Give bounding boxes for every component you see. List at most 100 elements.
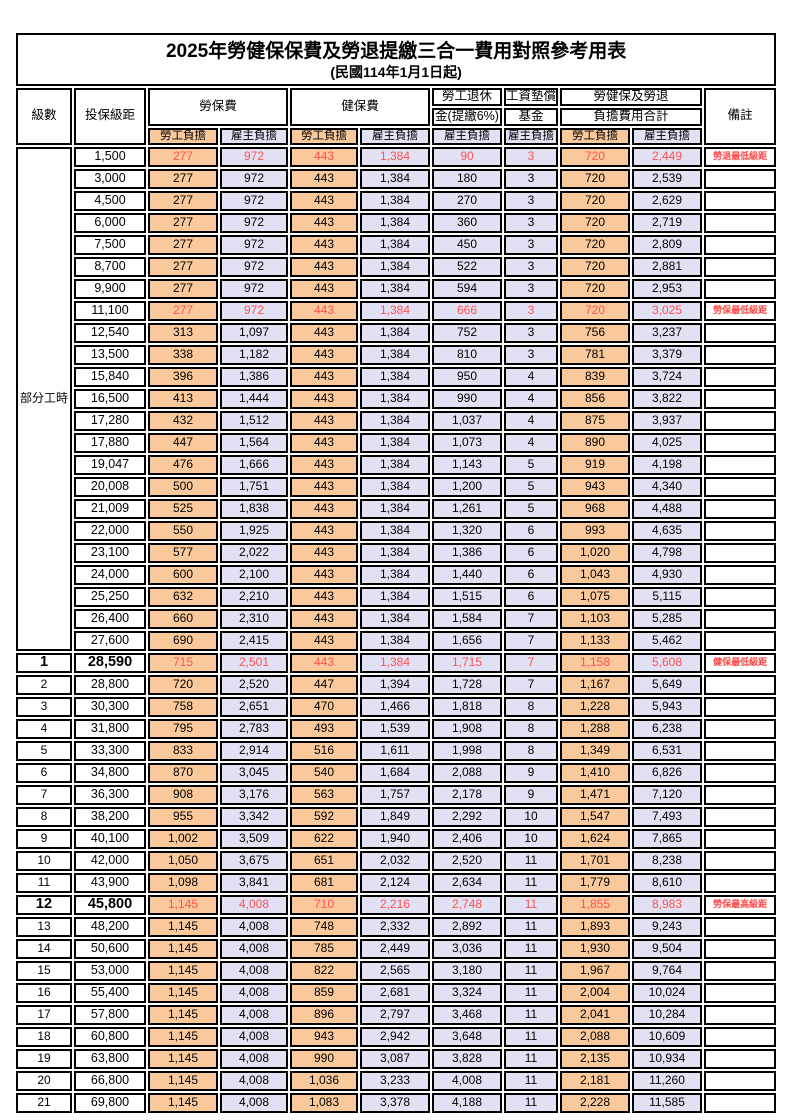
bracket-cell: 3,000 bbox=[74, 168, 146, 189]
cell-total-employee: 1,043 bbox=[560, 564, 630, 585]
cell-labor-employee: 476 bbox=[148, 454, 218, 475]
cell-health-employee: 516 bbox=[290, 740, 358, 761]
table-row: 2 28,800 720 2,520 447 1,394 1,728 7 1,167 5,649 bbox=[16, 674, 777, 695]
cell-labor-employer: 972 bbox=[220, 278, 288, 299]
cell-pension-employer: 1,715 bbox=[432, 652, 502, 673]
bracket-cell: 21,009 bbox=[74, 498, 146, 519]
cell-wage-fund-employer: 9 bbox=[504, 784, 558, 805]
cell-health-employer: 2,797 bbox=[360, 1004, 430, 1025]
cell-pension-employer: 1,908 bbox=[432, 718, 502, 739]
cell-labor-employee: 1,145 bbox=[148, 916, 218, 937]
cell-labor-employee: 908 bbox=[148, 784, 218, 805]
cell-total-employer: 3,937 bbox=[632, 410, 702, 431]
table-row: 3,000 277 972 443 1,384 180 3 720 2,539 bbox=[16, 168, 777, 189]
cell-health-employer: 1,384 bbox=[360, 432, 430, 453]
cell-total-employer: 8,610 bbox=[632, 872, 702, 893]
cell-total-employee: 1,167 bbox=[560, 674, 630, 695]
cell-total-employer: 8,238 bbox=[632, 850, 702, 871]
note-cell: 健保最低級距 bbox=[704, 652, 777, 673]
table-row: 8,700 277 972 443 1,384 522 3 720 2,881 bbox=[16, 256, 777, 277]
bracket-cell: 6,000 bbox=[74, 212, 146, 233]
table-row: 10 42,000 1,050 3,675 651 2,032 2,520 11 1,701 8,… bbox=[16, 850, 777, 871]
cell-wage-fund-employer: 4 bbox=[504, 432, 558, 453]
bracket-cell: 7,500 bbox=[74, 234, 146, 255]
subheader-pension-employer: 雇主負擔 bbox=[432, 127, 502, 145]
cell-labor-employee: 833 bbox=[148, 740, 218, 761]
cell-health-employer: 2,942 bbox=[360, 1026, 430, 1047]
cell-pension-employer: 1,584 bbox=[432, 608, 502, 629]
cell-labor-employer: 1,512 bbox=[220, 410, 288, 431]
note-cell bbox=[704, 586, 777, 607]
cell-total-employer: 5,608 bbox=[632, 652, 702, 673]
cell-labor-employee: 1,098 bbox=[148, 872, 218, 893]
cell-health-employer: 1,757 bbox=[360, 784, 430, 805]
cell-total-employer: 6,826 bbox=[632, 762, 702, 783]
table-row: 13 48,200 1,145 4,008 748 2,332 2,892 11 1,893 9,… bbox=[16, 916, 777, 937]
note-cell bbox=[704, 1026, 777, 1047]
grade-cell: 7 bbox=[16, 784, 72, 805]
header-row-2: 金(提繳6%) 基金 負擔費用合計 bbox=[16, 107, 776, 126]
cell-labor-employee: 413 bbox=[148, 388, 218, 409]
cell-health-employer: 2,449 bbox=[360, 938, 430, 959]
cell-total-employer: 4,025 bbox=[632, 432, 702, 453]
table-row: 6 34,800 870 3,045 540 1,684 2,088 9 1,410 6,826 bbox=[16, 762, 777, 783]
cell-pension-employer: 594 bbox=[432, 278, 502, 299]
bracket-cell: 16,500 bbox=[74, 388, 146, 409]
cell-health-employer: 1,384 bbox=[360, 212, 430, 233]
cell-pension-employer: 2,634 bbox=[432, 872, 502, 893]
grade-cell: 15 bbox=[16, 960, 72, 981]
cell-health-employer: 1,384 bbox=[360, 652, 430, 673]
cell-labor-employee: 577 bbox=[148, 542, 218, 563]
bracket-cell: 31,800 bbox=[74, 718, 146, 739]
table-row: 12 45,800 1,145 4,008 710 2,216 2,748 11 1,855 8,… bbox=[16, 894, 777, 915]
cell-labor-employer: 4,008 bbox=[220, 1048, 288, 1069]
note-cell bbox=[704, 366, 777, 387]
cell-labor-employer: 972 bbox=[220, 212, 288, 233]
table-row: 11 43,900 1,098 3,841 681 2,124 2,634 11 1,779 8,… bbox=[16, 872, 777, 893]
note-cell bbox=[704, 322, 777, 343]
cell-wage-fund-employer: 4 bbox=[504, 388, 558, 409]
cell-wage-fund-employer: 6 bbox=[504, 542, 558, 563]
table-row: 5 33,300 833 2,914 516 1,611 1,998 8 1,349 6,531 bbox=[16, 740, 777, 761]
note-cell bbox=[704, 278, 777, 299]
grade-cell: 16 bbox=[16, 982, 72, 1003]
bracket-cell: 30,300 bbox=[74, 696, 146, 717]
cell-labor-employee: 500 bbox=[148, 476, 218, 497]
cell-wage-fund-employer: 8 bbox=[504, 718, 558, 739]
cell-total-employee: 856 bbox=[560, 388, 630, 409]
cell-health-employer: 2,216 bbox=[360, 894, 430, 915]
table-row: 20,008 500 1,751 443 1,384 1,200 5 943 4,340 bbox=[16, 476, 777, 497]
cell-health-employer: 1,384 bbox=[360, 168, 430, 189]
grade-cell: 4 bbox=[16, 718, 72, 739]
bracket-cell: 4,500 bbox=[74, 190, 146, 211]
note-cell bbox=[704, 828, 777, 849]
cell-pension-employer: 752 bbox=[432, 322, 502, 343]
cell-total-employer: 2,719 bbox=[632, 212, 702, 233]
bracket-cell: 53,000 bbox=[74, 960, 146, 981]
cell-health-employee: 443 bbox=[290, 476, 358, 497]
cell-wage-fund-employer: 8 bbox=[504, 740, 558, 761]
header-pension-line1: 勞工退休 bbox=[432, 88, 502, 106]
cell-labor-employer: 2,022 bbox=[220, 542, 288, 563]
cell-total-employee: 1,228 bbox=[560, 696, 630, 717]
cell-total-employer: 10,934 bbox=[632, 1048, 702, 1069]
cell-health-employer: 1,940 bbox=[360, 828, 430, 849]
cell-health-employee: 1,036 bbox=[290, 1070, 358, 1091]
cell-total-employee: 1,075 bbox=[560, 586, 630, 607]
cell-total-employee: 720 bbox=[560, 168, 630, 189]
cell-pension-employer: 90 bbox=[432, 146, 502, 167]
cell-total-employee: 2,041 bbox=[560, 1004, 630, 1025]
cell-health-employer: 1,384 bbox=[360, 630, 430, 651]
cell-pension-employer: 270 bbox=[432, 190, 502, 211]
cell-total-employer: 4,930 bbox=[632, 564, 702, 585]
cell-pension-employer: 1,656 bbox=[432, 630, 502, 651]
bracket-cell: 17,880 bbox=[74, 432, 146, 453]
cell-total-employer: 4,798 bbox=[632, 542, 702, 563]
bracket-cell: 63,800 bbox=[74, 1048, 146, 1069]
table-row: 17,880 447 1,564 443 1,384 1,073 4 890 4,025 bbox=[16, 432, 777, 453]
bracket-cell: 15,840 bbox=[74, 366, 146, 387]
cell-total-employee: 1,133 bbox=[560, 630, 630, 651]
cell-health-employee: 443 bbox=[290, 542, 358, 563]
cell-labor-employer: 4,008 bbox=[220, 1026, 288, 1047]
cell-health-employer: 1,384 bbox=[360, 322, 430, 343]
